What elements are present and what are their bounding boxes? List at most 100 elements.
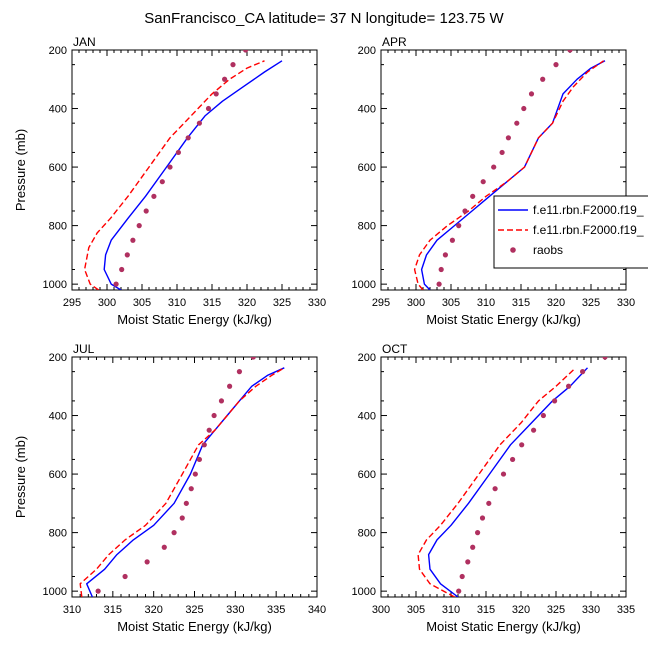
- raobs-point: [196, 120, 202, 126]
- model-series-dashed-line: [417, 367, 577, 597]
- x-tick-label: 300: [372, 604, 390, 616]
- panel-jul: 310 315 320 325 330 335 340 200 400 600 800 1000 JUL…: [13, 325, 326, 634]
- y-tick-label: 800: [358, 528, 376, 540]
- panel-title: OCT: [382, 342, 408, 356]
- raobs-point: [136, 223, 142, 229]
- y-tick-label: 400: [358, 104, 376, 116]
- raobs-point: [475, 530, 481, 536]
- raobs-point: [243, 50, 249, 53]
- x-axis-label: Moist Static Energy (kJ/kg): [117, 619, 272, 634]
- legend-entry-label: raobs: [533, 243, 563, 257]
- y-tick-label: 200: [358, 45, 376, 57]
- raobs-point: [470, 193, 476, 199]
- raobs-point: [192, 471, 198, 477]
- x-tick-label: 330: [308, 297, 326, 309]
- raobs-point: [456, 223, 462, 229]
- y-tick-label: 600: [358, 469, 376, 481]
- raobs-point: [459, 573, 465, 580]
- x-tick-label: 340: [308, 604, 326, 616]
- x-tick-label: 315: [477, 604, 495, 616]
- raobs-point: [580, 369, 586, 375]
- x-tick-label: 315: [203, 297, 221, 309]
- figure-title: SanFrancisco_CA latitude= 37 N longitude…: [144, 10, 504, 27]
- raobs-point: [151, 193, 157, 199]
- raobs-point: [122, 573, 128, 580]
- raobs-point: [196, 456, 202, 463]
- x-axis-label: Moist Static Energy (kJ/kg): [117, 312, 272, 327]
- x-tick-label: 320: [144, 604, 162, 616]
- raobs-point: [179, 515, 185, 521]
- model-series-dashed-line: [83, 60, 265, 290]
- y-tick-label: 600: [358, 162, 376, 174]
- raobs-point: [119, 266, 125, 273]
- raobs-point: [167, 164, 173, 170]
- raobs-point: [602, 357, 608, 360]
- raobs-point: [521, 105, 527, 112]
- raobs-point: [175, 149, 181, 156]
- y-tick-label: 1000: [43, 279, 67, 291]
- raobs-point: [528, 91, 535, 97]
- raobs-point: [465, 559, 471, 565]
- model-series-dashed-line: [413, 60, 604, 290]
- panel-jan: 295 300 305 310 315 320 325 330 200 400 600 800 1000…: [13, 35, 326, 327]
- raobs-point: [124, 252, 130, 258]
- raobs-point: [620, 340, 625, 345]
- plot-frame: [380, 356, 627, 598]
- raobs-point: [470, 544, 476, 550]
- y-tick-label: 800: [358, 221, 376, 233]
- raobs-point: [553, 62, 559, 68]
- raobs-point: [227, 383, 233, 389]
- raobs-point: [480, 179, 486, 185]
- plot-frame: [71, 356, 318, 598]
- x-tick-label: 335: [617, 604, 635, 616]
- x-tick-label: 300: [407, 297, 425, 309]
- y-tick-label: 200: [358, 352, 376, 364]
- raobs-point: [144, 559, 150, 565]
- x-tick-label: 305: [133, 297, 151, 309]
- y-tick-label: 1000: [352, 586, 376, 598]
- panel-apr: 295 300 305 310 315 320 325 330 200 400 600 800 1000…: [352, 33, 636, 327]
- raobs-point: [567, 50, 573, 53]
- panel-oct: 300 305 310 315 320 325 330 335 200 400 600 800 1000…: [352, 340, 636, 634]
- raobs-point: [205, 105, 212, 112]
- raobs-point: [161, 544, 167, 550]
- y-tick-label: 600: [49, 469, 67, 481]
- raobs-point: [298, 325, 303, 330]
- raobs-point: [188, 486, 194, 492]
- raobs-point: [599, 33, 604, 38]
- x-axis-label: Moist Static Energy (kJ/kg): [426, 619, 581, 634]
- raobs-point: [183, 500, 189, 506]
- x-axis-label: Moist Static Energy (kJ/kg): [426, 312, 581, 327]
- raobs-point: [500, 471, 507, 477]
- x-tick-label: 310: [63, 604, 81, 616]
- raobs-point: [492, 486, 498, 492]
- y-tick-label: 1000: [43, 586, 67, 598]
- panel-title: JAN: [73, 35, 96, 49]
- raobs-point: [230, 62, 236, 68]
- raobs-point: [491, 164, 497, 170]
- model-series-solid-line: [420, 60, 606, 290]
- raobs-point: [171, 530, 177, 536]
- x-tick-label: 335: [267, 604, 285, 616]
- x-tick-label: 325: [547, 604, 565, 616]
- raobs-point: [486, 500, 492, 506]
- raobs-point: [113, 281, 119, 287]
- model-series-solid-line: [427, 367, 589, 597]
- x-tick-label: 300: [98, 297, 116, 309]
- raobs-point: [509, 456, 516, 463]
- raobs-point: [201, 442, 207, 448]
- raobs-point: [449, 237, 455, 243]
- x-tick-label: 330: [617, 297, 635, 309]
- raobs-point: [531, 427, 537, 433]
- legend-entry-label: f.e11.rbn.F2000.f19_: [533, 203, 644, 217]
- raobs-point: [462, 208, 468, 214]
- legend-marker: [510, 247, 516, 253]
- raobs-point: [479, 515, 486, 521]
- raobs-point: [95, 588, 101, 594]
- raobs-point: [456, 588, 462, 594]
- x-tick-label: 310: [168, 297, 186, 309]
- x-tick-label: 325: [273, 297, 291, 309]
- y-tick-label: 400: [49, 411, 67, 423]
- y-tick-label: 800: [49, 528, 67, 540]
